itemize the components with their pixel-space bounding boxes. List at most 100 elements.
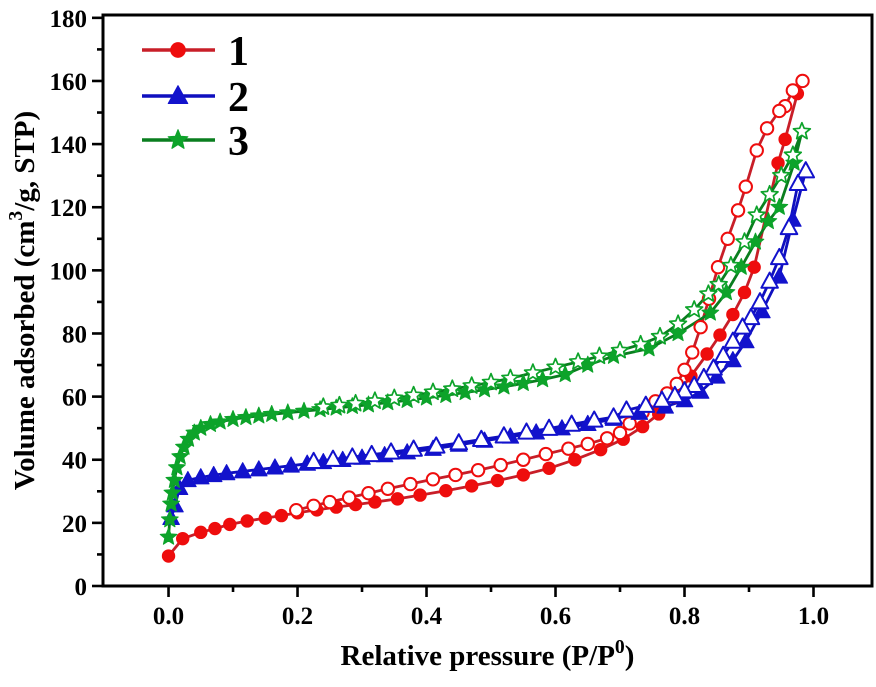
circle-marker — [737, 285, 752, 300]
legend-item-label: 2 — [228, 75, 249, 121]
triangle-marker — [796, 161, 816, 179]
star-marker — [481, 372, 501, 391]
star-marker — [279, 403, 297, 421]
series-2 — [169, 169, 808, 520]
y-tick-label: 80 — [62, 321, 87, 348]
star-marker — [159, 527, 178, 545]
star-marker — [721, 255, 741, 274]
triangle-marker — [449, 433, 469, 451]
series-2-adsorption-line — [169, 169, 808, 520]
triangle-marker — [770, 247, 789, 266]
x-tick-label: 0.0 — [153, 603, 184, 630]
triangle-marker — [539, 418, 559, 436]
legend-item-3: 3 — [142, 119, 249, 165]
series-layer — [159, 73, 816, 563]
y-tick-labels: 0 20 40 60 80 100 120 140 160 180 — [50, 6, 88, 601]
star-marker — [224, 410, 242, 427]
circle-marker — [599, 431, 615, 446]
x-tick-label: 0.6 — [540, 603, 571, 630]
circle-marker — [322, 494, 337, 510]
triangle-marker — [217, 464, 236, 481]
star-marker — [783, 145, 803, 164]
circle-marker — [747, 260, 761, 274]
star-marker — [501, 368, 520, 387]
triangle-marker — [517, 422, 536, 440]
circle-marker — [730, 203, 746, 218]
star-marker — [262, 405, 281, 422]
star-marker — [462, 376, 481, 394]
triangle-marker — [343, 447, 362, 465]
x-tick-label: 0.4 — [411, 603, 443, 630]
triangle-marker — [562, 414, 581, 432]
triangle-marker — [362, 444, 381, 463]
circle-marker — [516, 452, 531, 467]
star-marker — [495, 377, 513, 395]
y-tick-label: 140 — [50, 132, 88, 159]
circle-marker — [274, 508, 289, 523]
triangle-marker — [684, 375, 704, 393]
triangle-marker — [494, 426, 514, 444]
x-tick-label: 0.8 — [669, 603, 700, 630]
circle-marker — [593, 442, 608, 457]
y-tick-label: 100 — [50, 258, 88, 285]
circle-marker — [493, 457, 508, 473]
star-marker — [330, 395, 349, 414]
circle-marker — [413, 488, 427, 502]
star-marker — [404, 385, 423, 404]
circle-marker — [170, 42, 186, 58]
circle-marker — [677, 362, 692, 377]
triangle-marker — [652, 390, 672, 408]
triangle-marker — [694, 367, 714, 386]
triangle-marker — [204, 465, 223, 483]
triangle-marker — [304, 451, 323, 470]
star-marker — [237, 408, 255, 426]
star-marker — [699, 284, 718, 302]
legend-item-1: 1 — [142, 29, 249, 75]
triangle-marker — [472, 429, 491, 447]
triangle-marker — [381, 442, 401, 460]
circle-marker — [380, 481, 396, 496]
triangle-marker — [179, 470, 197, 488]
star-marker — [443, 379, 462, 398]
star-marker — [346, 393, 365, 412]
triangle-marker — [704, 358, 723, 376]
triangle-marker — [770, 267, 789, 284]
star-marker — [162, 494, 180, 512]
star-marker — [167, 129, 189, 149]
circle-marker — [464, 479, 479, 493]
y-axis-title: Volume adsorbed (cm3/g, STP) — [5, 111, 41, 490]
circle-marker — [470, 462, 486, 478]
star-marker — [701, 303, 720, 321]
circle-marker — [561, 441, 576, 456]
series-2-markers — [162, 161, 816, 526]
y-tick-label: 60 — [62, 385, 87, 412]
triangle-marker — [266, 458, 284, 475]
star-marker — [668, 314, 688, 332]
star-marker — [770, 197, 789, 215]
circle-marker — [439, 483, 453, 498]
circle-marker — [425, 472, 441, 487]
circle-marker — [176, 531, 190, 546]
circle-marker — [720, 231, 735, 246]
circle-marker — [710, 259, 726, 275]
star-marker — [314, 397, 333, 415]
triangle-marker — [282, 456, 300, 473]
circle-marker — [361, 486, 376, 501]
series-1-adsorption-markers — [161, 74, 810, 563]
circle-marker — [208, 521, 222, 536]
triangle-marker — [426, 436, 446, 454]
star-marker — [165, 471, 184, 488]
circle-marker — [538, 446, 554, 462]
star-marker — [669, 324, 687, 342]
star-marker — [568, 352, 588, 370]
x-tick-label: 1.0 — [798, 603, 829, 630]
series-3-desorption-markers — [314, 121, 812, 415]
x-tick-label: 0.2 — [282, 603, 313, 630]
star-marker — [523, 363, 543, 381]
circle-marker — [612, 425, 628, 441]
star-marker — [747, 205, 766, 224]
circle-marker — [568, 453, 582, 467]
circle-marker — [700, 347, 714, 361]
triangle-marker — [617, 400, 636, 418]
circle-marker — [403, 476, 418, 492]
